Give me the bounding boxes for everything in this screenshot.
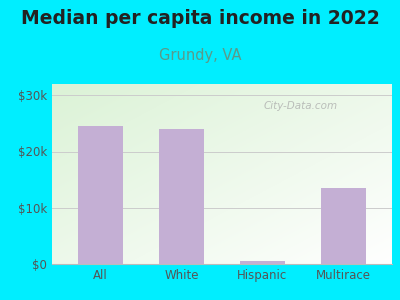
Bar [321, 188, 366, 264]
Bar [159, 129, 204, 264]
Bar [78, 126, 123, 264]
Text: Median per capita income in 2022: Median per capita income in 2022 [21, 9, 379, 28]
Text: City-Data.com: City-Data.com [263, 100, 337, 111]
Text: Grundy, VA: Grundy, VA [159, 48, 241, 63]
Bar [240, 261, 285, 264]
